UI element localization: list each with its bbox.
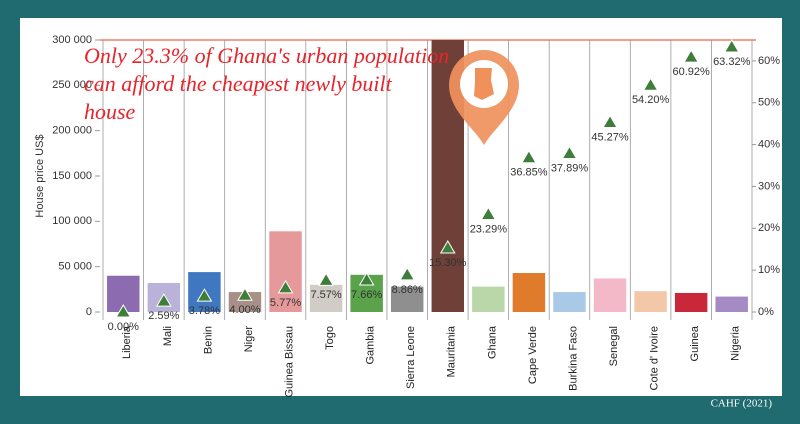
headline: Only 23.3% of Ghana's urban population c…: [84, 43, 455, 124]
y2-tick-label: 10%: [758, 264, 780, 276]
marker: [480, 206, 497, 221]
bar: [634, 291, 667, 312]
headline-line: house: [84, 99, 136, 124]
bar: [715, 296, 748, 312]
x-tick-label: Nigeria: [730, 325, 742, 361]
y-tick-label: 200 000: [52, 125, 92, 137]
value-label: 37.89%: [551, 162, 589, 174]
value-label: 8.86%: [392, 284, 423, 296]
y-tick-label: 300 000: [52, 34, 92, 46]
bar: [309, 284, 343, 312]
y2-tick-label: 50%: [758, 97, 780, 109]
x-tick-label: Sierra Leone: [405, 326, 417, 389]
marker: [602, 114, 618, 129]
value-label: 63.32%: [713, 56, 751, 68]
marker: [115, 304, 132, 318]
value-label: 23.29%: [470, 223, 508, 235]
bar: [593, 278, 627, 312]
x-tick-label: Ghana: [486, 325, 498, 359]
x-tick-label: Gambia: [365, 325, 377, 364]
x-tick-label: Senegal: [608, 326, 620, 366]
ghana-shape: [474, 68, 494, 100]
y-tick-label: 250 000: [52, 79, 92, 91]
x-tick-label: Cote d' Ivoire: [649, 326, 661, 390]
bar: [472, 286, 505, 312]
x-tick-label: Burkina Faso: [567, 326, 579, 391]
bar: [269, 231, 302, 312]
y2-tick-label: 0%: [758, 306, 774, 318]
marker: [196, 288, 213, 302]
bar: [228, 292, 262, 312]
y2-tick-label: 40%: [758, 139, 780, 151]
marker: [358, 271, 375, 286]
marker: [683, 49, 700, 63]
value-label: 7.57%: [310, 289, 341, 301]
value-label: 54.20%: [632, 94, 670, 106]
map-pin: [449, 50, 519, 145]
y2-tick-label: 30%: [758, 180, 780, 192]
y-tick-label: 150 000: [52, 170, 92, 182]
value-label: 5.77%: [270, 297, 301, 309]
source-note: CAHF (2021): [711, 398, 773, 410]
marker: [561, 145, 578, 159]
y2-tick-label: 60%: [758, 55, 780, 67]
x-tick-label: Togo: [324, 326, 336, 350]
bar: [553, 292, 586, 312]
x-tick-label: Mali: [162, 326, 174, 346]
plot: 0 50 000 100 000 150 000 200 000 250 000 300 0…: [52, 34, 780, 398]
y-tick-label: 50 000: [58, 261, 92, 273]
x-tick-label: Benin: [202, 326, 214, 354]
headline-line: Only 23.3% of Ghana's urban population: [84, 43, 449, 68]
y-tick-label: 0: [86, 306, 92, 318]
value-label: 3.78%: [189, 305, 220, 317]
x-tick-label: Cape Verde: [527, 326, 539, 384]
value-label: 36.85%: [510, 167, 548, 179]
x-tick-label: Guinea Bissau: [283, 326, 295, 398]
value-label: 7.66%: [351, 289, 382, 301]
marker: [439, 239, 456, 254]
x-tick-label: Niger: [243, 326, 255, 353]
marker: [642, 77, 659, 91]
marker: [399, 266, 416, 281]
marker: [155, 293, 172, 307]
bar: [674, 292, 708, 312]
marker: [277, 279, 294, 294]
x-tick-label: Mauritania: [446, 325, 458, 377]
marker: [237, 287, 253, 301]
value-label: 4.00%: [229, 304, 260, 316]
marker: [318, 272, 334, 286]
y2-tick-label: 20%: [758, 222, 780, 234]
y-axis-label: House price US$: [34, 134, 46, 217]
x-tick-label: Guinea: [689, 325, 701, 361]
value-label: 45.27%: [591, 131, 629, 143]
y-tick-label: 100 000: [52, 215, 92, 227]
marker: [723, 39, 740, 53]
value-label: 2.59%: [148, 310, 179, 322]
marker: [521, 149, 537, 164]
value-label: 0.00%: [108, 321, 139, 333]
chart-panel: [20, 18, 782, 396]
bar: [390, 286, 424, 312]
value-label: 15.30%: [429, 257, 467, 269]
value-label: 60.92%: [673, 66, 711, 78]
headline-line: can afford the cheapest newly built: [84, 71, 393, 96]
x-tick-label: Liberia: [121, 325, 133, 359]
bar: [512, 273, 546, 312]
